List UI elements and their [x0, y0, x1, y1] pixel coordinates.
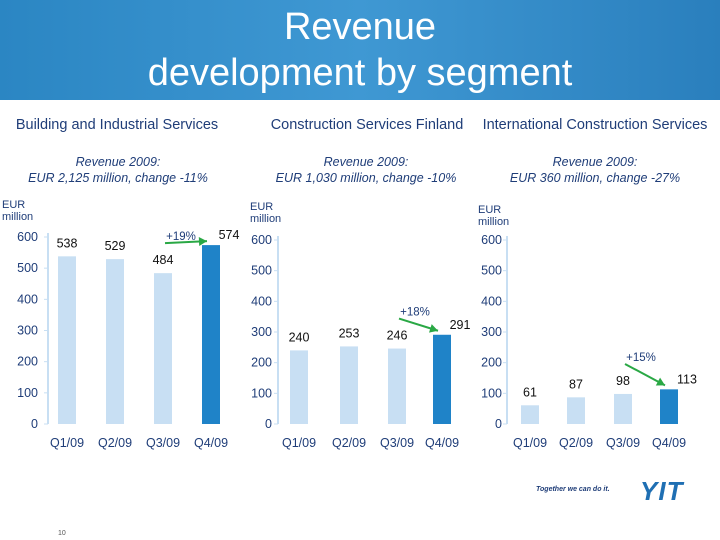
bar-Q1/09 — [521, 405, 539, 424]
logo-wordmark: YIT — [640, 476, 684, 506]
growth-arrow — [398, 317, 439, 333]
x-tick-label: Q2/09 — [98, 436, 132, 450]
growth-annotation: +18% — [400, 307, 430, 319]
data-label: 240 — [289, 330, 310, 344]
y-axis-label: EUR million — [250, 201, 281, 225]
y-tick-label: 400 — [251, 294, 272, 308]
data-label: 484 — [153, 253, 174, 267]
x-tick-label: Q3/09 — [380, 436, 414, 450]
segment-3-revenue-label: Revenue 2009: — [552, 155, 638, 169]
growth-arrow — [164, 236, 208, 246]
data-label: 113 — [677, 372, 697, 386]
title-line-1: Revenue — [283, 6, 437, 48]
y-tick-label: 0 — [31, 417, 38, 431]
segment-1-revenue-detail: EUR 2,125 million, change -11% — [28, 171, 208, 185]
data-label: 61 — [523, 385, 537, 399]
data-label: 246 — [387, 329, 408, 343]
data-label: 529 — [105, 239, 126, 253]
y-tick-label: 500 — [481, 264, 502, 278]
segment-3-name: International Construction Services — [482, 117, 708, 133]
y-tick-label: 200 — [481, 356, 502, 370]
y-tick-label: 100 — [481, 386, 502, 400]
y-tick-label: 300 — [17, 324, 38, 338]
bar-Q2/09 — [567, 397, 585, 424]
y-tick-label: 600 — [251, 233, 272, 247]
growth-annotation: +19% — [166, 231, 196, 243]
x-tick-label: Q1/09 — [513, 436, 547, 450]
x-tick-label: Q1/09 — [50, 436, 84, 450]
tagline: Together we can do it. — [536, 486, 610, 493]
y-tick-label: 0 — [265, 417, 272, 431]
bar-Q3/09 — [154, 273, 172, 424]
y-axis-label: EUR million — [2, 199, 33, 223]
data-label: 87 — [569, 377, 583, 391]
bar-Q2/09 — [340, 346, 358, 424]
data-label: 574 — [219, 228, 240, 242]
y-tick-label: 100 — [17, 386, 38, 400]
segment-1-revenue-label: Revenue 2009: — [75, 155, 161, 169]
arrow-head — [655, 377, 665, 386]
x-tick-label: Q4/09 — [194, 436, 228, 450]
data-label: 253 — [339, 326, 360, 340]
segment-2-name: Construction Services Finland — [270, 117, 464, 133]
y-tick-label: 400 — [481, 294, 502, 308]
segment-2-revenue-label: Revenue 2009: — [323, 155, 409, 169]
bar-Q4/09 — [202, 245, 220, 424]
growth-annotation: +15% — [626, 352, 656, 364]
segment-3-revenue: Revenue 2009: EUR 360 million, change -2… — [475, 154, 715, 186]
chart-2: EUR million 0 100 200 300 400 500 600 240 Q1/09 253… — [250, 201, 470, 450]
x-tick-label: Q3/09 — [146, 436, 180, 450]
bar-Q3/09 — [388, 348, 406, 424]
segment-1-revenue: Revenue 2009: EUR 2,125 million, change … — [0, 154, 238, 186]
y-tick-label: 500 — [17, 261, 38, 275]
bar-Q1/09 — [290, 350, 308, 424]
bar-Q1/09 — [58, 256, 76, 424]
arrow-head — [198, 236, 207, 246]
segment-1-name: Building and Industrial Services — [15, 117, 219, 133]
segment-2-revenue: Revenue 2009: EUR 1,030 million, change … — [246, 154, 486, 186]
y-tick-label: 0 — [495, 417, 502, 431]
data-label: 98 — [616, 374, 630, 388]
page-title: Revenue development by segment — [0, 4, 720, 96]
y-tick-label: 100 — [251, 386, 272, 400]
chart-3: EUR million 0 100 200 300 400 500 600 61 Q1/09 87 Q2… — [478, 204, 697, 450]
title-line-2: development by segment — [147, 52, 573, 94]
segment-2-revenue-detail: EUR 1,030 million, change -10% — [275, 171, 457, 185]
arrow-head — [429, 324, 438, 333]
y-tick-label: 500 — [251, 264, 272, 278]
growth-arrow — [624, 363, 666, 387]
x-tick-label: Q4/09 — [425, 436, 459, 450]
y-tick-label: 300 — [481, 325, 502, 339]
yit-logo: Together we can do it. YIT — [536, 476, 706, 506]
bar-Q3/09 — [614, 393, 632, 424]
x-tick-label: Q2/09 — [332, 436, 366, 450]
x-tick-label: Q3/09 — [606, 436, 640, 450]
y-tick-label: 400 — [17, 292, 38, 306]
bar-Q4/09 — [660, 389, 678, 424]
x-tick-label: Q2/09 — [559, 436, 593, 450]
page-number: 10 — [58, 530, 66, 537]
bar-Q4/09 — [433, 334, 451, 424]
chart-1: EUR million 0 100 200 300 400 500 600 538 Q1/09 529… — [2, 199, 239, 450]
header-band: Revenue development by segment — [0, 0, 720, 100]
y-tick-label: 200 — [17, 355, 38, 369]
y-tick-label: 600 — [17, 230, 38, 244]
x-tick-label: Q1/09 — [282, 436, 316, 450]
y-tick-label: 300 — [251, 325, 272, 339]
y-tick-label: 200 — [251, 356, 272, 370]
x-tick-label: Q4/09 — [652, 436, 686, 450]
data-label: 291 — [450, 318, 471, 332]
y-axis-label: EUR million — [478, 204, 509, 228]
segment-3-revenue-detail: EUR 360 million, change -27% — [509, 171, 681, 185]
data-label: 538 — [57, 236, 78, 250]
y-tick-label: 600 — [481, 233, 502, 247]
bar-Q2/09 — [106, 259, 124, 424]
